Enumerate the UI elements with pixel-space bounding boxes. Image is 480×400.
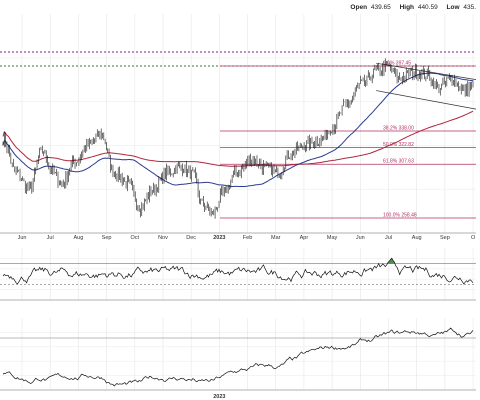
open-value: 439.65 [370, 4, 391, 11]
channel-line-upper [376, 62, 477, 80]
x-axis-tick-label: Aug [73, 235, 83, 241]
x-axis-tick-label: Jul [47, 235, 54, 241]
x-axis-tick-label: Sep [440, 235, 450, 241]
x-axis-tick-label: Nov [158, 235, 168, 241]
x-axis-tick-label: 2023 [213, 235, 225, 241]
price-panel: 0.0% 397.45 38.2% 338.00 50.0% 322.82 61.8%… [0, 51, 477, 219]
low-value: 435. [463, 4, 476, 11]
oscillator-panel [0, 257, 476, 285]
high-label: High [399, 4, 415, 11]
x-axis-tick-label: Dec [186, 235, 196, 241]
x-axis-tick-label: Jun [356, 235, 365, 241]
x-axis-tick-label: May [327, 235, 338, 241]
x-axis-tick-label: O [471, 235, 476, 241]
fib-level-label: 0.0% 397.45 [383, 61, 411, 67]
relative-strength-panel [0, 327, 476, 387]
ohlc-readout: Open 439.65 High 440.59 Low 435. [350, 4, 476, 11]
x-axis-tick-label: Sep [102, 235, 112, 241]
x-axis-tick-label: Apr [300, 235, 309, 241]
relative-strength-line [2, 327, 474, 387]
short-moving-average [2, 72, 474, 188]
fib-level-label: 38.2% 338.00 [383, 126, 414, 132]
channel-line-lower [376, 90, 477, 110]
x-axis-tick-label: Jun [18, 235, 27, 241]
x-axis-tick-label: Aug [412, 235, 422, 241]
x-axis-tick-label: Feb [243, 235, 252, 241]
low-label: Low [446, 4, 460, 11]
high-value: 440.59 [417, 4, 438, 11]
overbought-fill [387, 258, 395, 264]
label-layer: Jun Jul Aug Sep Oct Nov Dec 2023 Feb Mar Apr May Jun… [18, 235, 476, 400]
fib-level-label: 50.0% 322.82 [383, 142, 414, 148]
fib-level-label: 61.8% 307.63 [383, 159, 414, 165]
fib-level-label: 100.0% 258.48 [383, 213, 417, 219]
oscillator-line [2, 257, 474, 285]
grid-layer [0, 14, 476, 391]
x-axis-tick-label: 2023 [213, 394, 225, 400]
open-label: Open [350, 4, 368, 11]
x-axis-tick-label: Jul [385, 235, 392, 241]
x-axis-tick-label: Mar [271, 235, 281, 241]
x-axis-tick-label: Oct [130, 235, 139, 241]
